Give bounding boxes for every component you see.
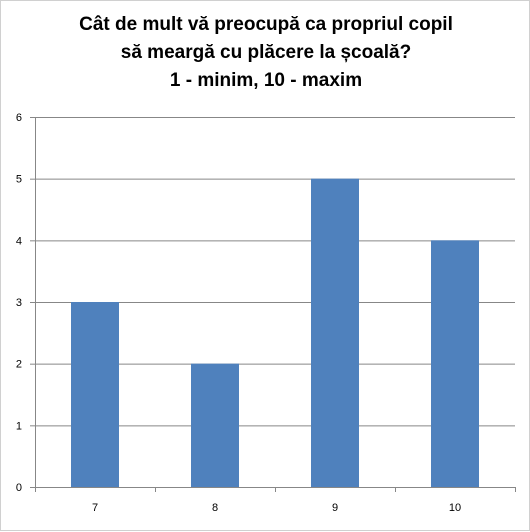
bar-10 — [431, 240, 479, 487]
y-tick-label: 1 — [16, 420, 22, 432]
bar-8 — [191, 363, 239, 487]
x-tick-label: 9 — [332, 502, 338, 514]
y-tick-label: 2 — [16, 359, 22, 371]
chart-title-line-1: Cât de mult vă preocupă ca propriul copi… — [79, 14, 453, 35]
x-tick-label: 7 — [92, 502, 98, 514]
y-tick-label: 6 — [16, 112, 22, 124]
bar-7 — [71, 302, 119, 487]
bar-9 — [311, 178, 359, 487]
chart-title-line-2: să meargă cu plăcere la școală? — [120, 42, 412, 63]
y-tick-label: 0 — [16, 482, 22, 494]
x-tick-label: 8 — [212, 502, 218, 514]
y-tick-label: 5 — [16, 174, 22, 186]
chart-title: Cât de mult vă preocupă ca propriul copi… — [1, 11, 530, 95]
x-tick-label: 10 — [449, 502, 461, 514]
chart-title-line-3: 1 - minim, 10 - maxim — [169, 70, 363, 91]
y-tick-label: 3 — [16, 297, 22, 309]
y-tick-label: 4 — [16, 235, 22, 247]
